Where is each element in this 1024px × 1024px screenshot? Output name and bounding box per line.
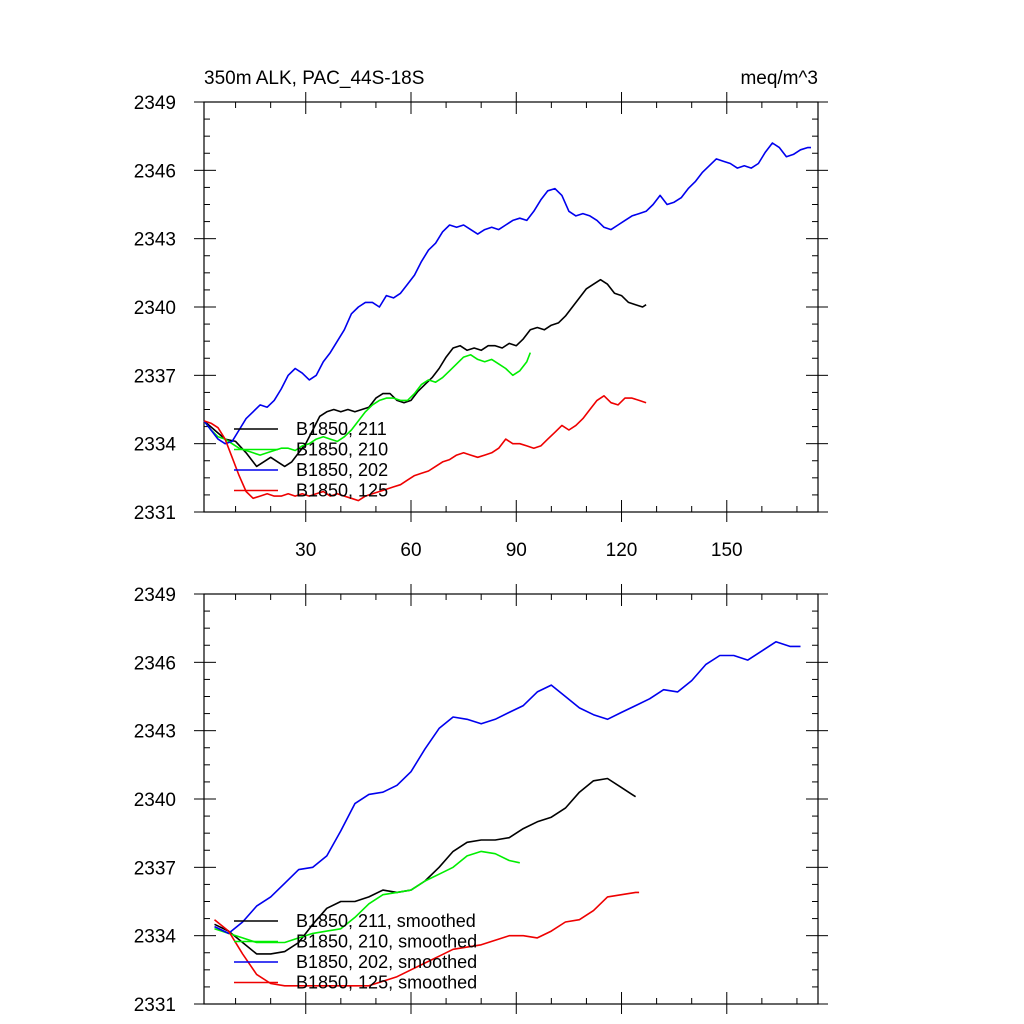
bottom-y-tick-label: 2343 xyxy=(134,722,176,743)
bottom-y-tick-label: 2340 xyxy=(134,790,176,811)
bottom-y-tick-label: 2337 xyxy=(134,858,176,879)
bottom-legend-label-0: B1850, 211, smoothed xyxy=(296,911,476,931)
top-series-line-3 xyxy=(203,395,647,502)
bottom-y-tick-label: 2334 xyxy=(134,927,177,948)
top-y-tick-label: 2337 xyxy=(134,366,176,387)
top-x-tick-label: 30 xyxy=(295,540,316,561)
top-legend-label-3: B1850, 125 xyxy=(296,481,388,501)
bottom-series-line-0 xyxy=(214,777,637,955)
top-y-tick-label: 2340 xyxy=(134,298,176,319)
top-x-tick-label: 90 xyxy=(506,540,527,561)
top-series-group xyxy=(203,142,811,502)
bottom-y-tick-label: 2349 xyxy=(134,585,176,606)
top-y-tick-label: 2343 xyxy=(134,230,176,251)
bottom-legend-label-3: B1850, 125, smoothed xyxy=(296,973,477,993)
top-legend-label-0: B1850, 211 xyxy=(296,419,387,439)
top-y-tick-label: 2349 xyxy=(134,93,176,114)
bottom-series-line-1 xyxy=(214,850,520,944)
top-x-tick-label: 60 xyxy=(400,540,421,561)
top-panel: 350m ALK, PAC_44S-18S meq/m^3 30 60 90 120 1… xyxy=(134,68,828,561)
bottom-legend-label-2: B1850, 202, smoothed xyxy=(296,952,477,972)
bottom-y-tick-label: 2331 xyxy=(134,995,176,1016)
top-x-tick-label: 150 xyxy=(711,540,743,561)
bottom-panel: 2331 2334 2337 2340 2343 2346 2349 B1850, 211, … xyxy=(134,584,828,1016)
top-y-tick-label: 2331 xyxy=(134,503,176,524)
top-series-line-1 xyxy=(203,352,532,456)
top-legend-label-2: B1850, 202 xyxy=(296,460,388,480)
bottom-y-tick-label: 2346 xyxy=(134,653,176,674)
bottom-series-line-3 xyxy=(213,891,640,987)
top-x-tick-label: 120 xyxy=(606,540,638,561)
bottom-legend-label-1: B1850, 210, smoothed xyxy=(296,932,477,952)
top-y-tick-label: 2334 xyxy=(134,435,177,456)
top-y-tick-label: 2346 xyxy=(134,161,176,182)
top-panel-units: meq/m^3 xyxy=(740,68,818,89)
bottom-series-line-2 xyxy=(214,641,801,935)
top-series-line-0 xyxy=(203,278,647,468)
top-panel-title: 350m ALK, PAC_44S-18S xyxy=(204,68,424,89)
top-legend-label-1: B1850, 210 xyxy=(296,440,388,460)
top-series-line-2 xyxy=(203,142,811,445)
bottom-series-group xyxy=(213,641,801,987)
